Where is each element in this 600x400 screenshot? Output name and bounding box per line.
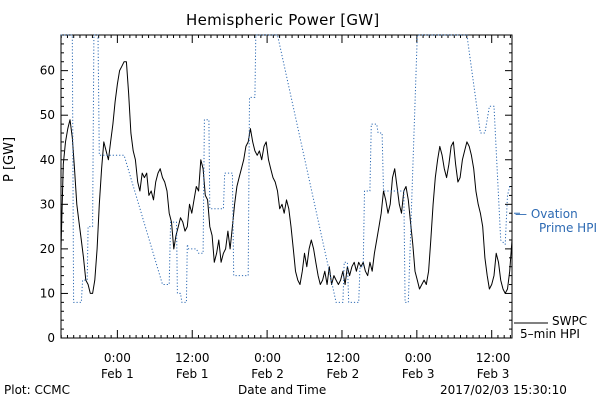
x-tick-date-label: Feb 3 xyxy=(402,367,435,381)
x-axis-label: Date and Time xyxy=(238,383,327,397)
plot-frame xyxy=(60,34,513,339)
x-tick-time-label: 0:00 xyxy=(405,351,432,365)
timestamp: 2017/02/03 15:30:10 xyxy=(440,383,567,397)
plot-credit: Plot: CCMC xyxy=(4,383,70,397)
x-tick-time-label: 0:00 xyxy=(104,351,131,365)
legend-ovation-line1: — Ovation xyxy=(515,207,578,221)
x-tick-date-label: Feb 1 xyxy=(101,367,134,381)
y-axis: 0 10 20 30 40 50 60 xyxy=(40,34,512,345)
legend-marks xyxy=(514,212,548,324)
x-axis: 0:00 Feb 1 12:00 Feb 1 0:00 Feb 2 12:00 Feb 2 0:… xyxy=(60,35,511,381)
x-tick-time-label: 12:00 xyxy=(476,351,511,365)
y-tick-label: 10 xyxy=(40,286,55,300)
y-tick-label: 0 xyxy=(47,331,55,345)
x-tick-date-label: Feb 2 xyxy=(327,367,360,381)
x-tick-time-label: 0:00 xyxy=(254,351,281,365)
x-tick-date-label: Feb 2 xyxy=(251,367,284,381)
legend-ovation-line2: Prime HPI xyxy=(539,221,597,235)
series-layer xyxy=(60,34,513,303)
x-tick-time-label: 12:00 xyxy=(326,351,361,365)
y-tick-label: 40 xyxy=(40,153,55,167)
x-tick-date-label: Feb 1 xyxy=(176,367,209,381)
legend-swpc-line1: SWPC xyxy=(552,314,588,328)
chart-title: Hemispheric Power [GW] xyxy=(186,11,380,29)
y-axis-label: P [GW] xyxy=(2,136,17,182)
legend-swpc-line2: 5–min HPI xyxy=(520,327,580,341)
y-tick-label: 50 xyxy=(40,108,55,122)
y-tick-label: 60 xyxy=(40,64,55,78)
y-tick-label: 30 xyxy=(40,197,55,211)
y-tick-label: 20 xyxy=(40,242,55,256)
x-tick-time-label: 12:00 xyxy=(175,351,210,365)
x-tick-date-label: Feb 3 xyxy=(477,367,510,381)
swpc-series-line xyxy=(60,61,513,294)
